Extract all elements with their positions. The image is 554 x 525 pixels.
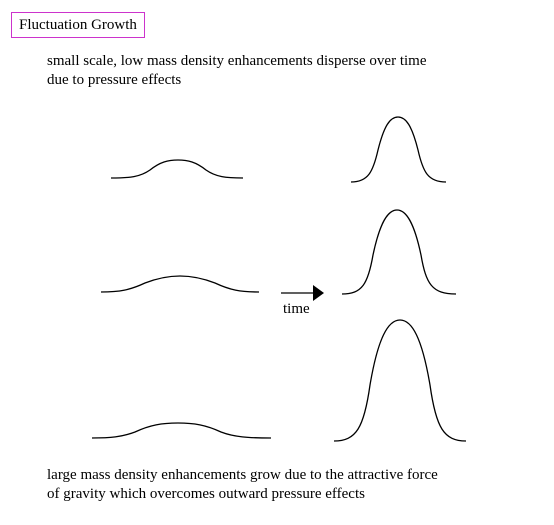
initial-perturbation-small — [110, 159, 244, 179]
initial-perturbation-large — [91, 422, 272, 439]
bottom-caption-line-2: of gravity which overcomes outward press… — [47, 486, 365, 502]
time-arrow-head — [313, 285, 324, 301]
diagram-title-text: Fluctuation Growth — [19, 16, 137, 33]
time-label: time — [283, 301, 310, 317]
bottom-caption: large mass density enhancements grow due… — [47, 466, 438, 504]
top-caption-line-1: small scale, low mass density enhancemen… — [47, 53, 427, 69]
evolved-perturbation-medium — [341, 209, 457, 295]
top-caption: small scale, low mass density enhancemen… — [47, 52, 426, 90]
evolved-perturbation-small — [350, 116, 447, 183]
top-caption-line-2: due to pressure effects — [47, 72, 182, 88]
evolved-perturbation-large — [333, 319, 467, 442]
bottom-caption-line-1: large mass density enhancements grow due… — [47, 467, 438, 483]
diagram-title: Fluctuation Growth — [11, 12, 145, 38]
initial-perturbation-medium — [100, 275, 260, 293]
